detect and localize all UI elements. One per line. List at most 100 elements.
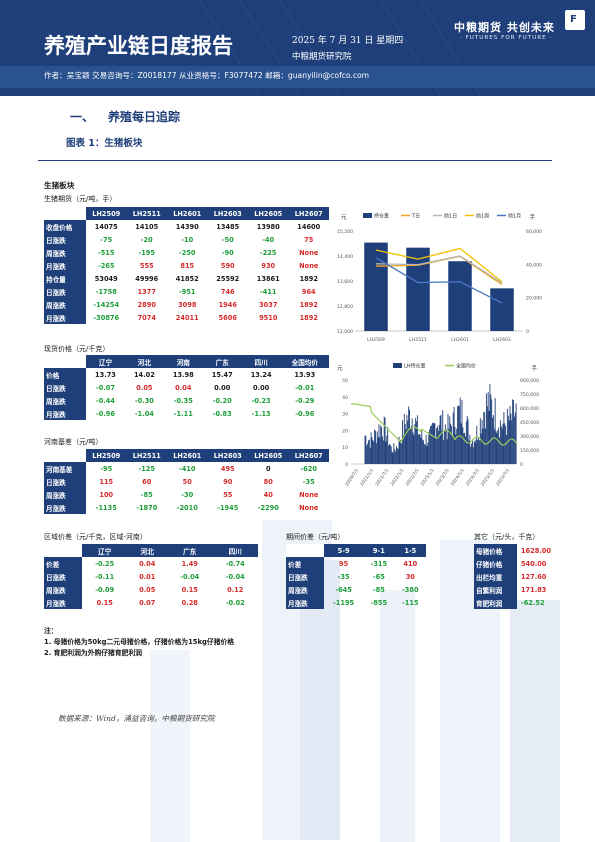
- logo-slogan: · FUTURES FOR FUTURE ·: [460, 35, 553, 41]
- x-tick-label: 2023/1/1: [419, 468, 435, 488]
- legend-label: 持仓量: [374, 213, 389, 220]
- row-label: 日涨跌: [44, 475, 86, 488]
- background-decoration: [150, 520, 560, 842]
- table-row: 持仓量 53049 49996 41852 25592 13861 1892: [44, 272, 329, 285]
- y2-tick-label: 0: [520, 462, 523, 468]
- table-cell: -1870: [136, 503, 158, 512]
- table-cell: -0.11: [95, 572, 115, 581]
- table-cell: 0.07: [139, 598, 156, 607]
- legend-label: T日: [411, 214, 420, 220]
- row-label: 育肥利润: [474, 596, 517, 609]
- table-cell: 0.15: [181, 585, 198, 594]
- table-cell: -0.02: [225, 598, 245, 607]
- table-row: 日涨跌 115 60 50 90 80 -35: [44, 475, 329, 488]
- section-title: 一、 养殖每日追踪: [70, 108, 180, 125]
- region-spread-title: 区域价差（元/千克，区域-河南）: [44, 533, 147, 541]
- column-header: LH2509: [86, 207, 127, 220]
- table-cell: -1.11: [173, 409, 193, 418]
- x-tick-label: 2024/7/1: [465, 468, 481, 488]
- column-header: 辽宁: [86, 355, 125, 368]
- figure-rule: [38, 160, 552, 161]
- table-cell: 55: [223, 490, 233, 499]
- header-corner: [44, 449, 86, 462]
- calendar-spread-body: 价差 95 -315 410 日涨跌 -35 -65 30 周涨跌 -645 -85 -380 月涨跌 -…: [286, 557, 426, 609]
- other-table-body: 母猪价格 1628.00 仔猪价格 540.00 出栏均重 127.60 自繁利润 171.8…: [474, 544, 552, 609]
- table-cell: 0: [265, 464, 271, 473]
- bar-LH2509: [364, 242, 388, 331]
- table-cell: -50: [221, 235, 234, 244]
- futures-table: LH2509 LH2511 LH2601 LH2603 LH2605 LH2607 收盘价…: [44, 207, 329, 324]
- spot-table-header: 辽宁 河北 河南 广东 四川 全国均价: [44, 355, 329, 368]
- y-tick-label: 13,600: [337, 279, 353, 285]
- x-tick-label: 2022/7/1: [404, 468, 420, 488]
- column-header: LH2607: [288, 207, 329, 220]
- table-cell: -0.20: [212, 396, 232, 405]
- price-line: [350, 402, 518, 446]
- table-row: 日涨跌 -1758 1377 -951 746 -411 964: [44, 285, 329, 298]
- row-label: 日涨跌: [44, 233, 86, 246]
- x-tick-label: LH2601: [451, 337, 469, 343]
- table-cell: 50: [182, 477, 192, 486]
- table-cell: 53049: [94, 274, 118, 283]
- row-label: 周涨跌: [44, 583, 82, 596]
- table-cell: -65: [372, 572, 385, 581]
- table-cell: 9510: [259, 313, 278, 322]
- table-row: 月涨跌 -1135 -1870 -2010 -1945 -2290 None: [44, 501, 329, 514]
- table-cell: 127.60: [520, 572, 547, 581]
- table-row: 母猪价格 1628.00: [474, 544, 552, 557]
- table-cell: -1.13: [251, 409, 271, 418]
- table-cell: 14.02: [133, 370, 155, 379]
- row-label: 价格: [44, 368, 86, 381]
- table-cell: -30: [181, 490, 194, 499]
- y2-tick-label: 300,000: [520, 434, 539, 440]
- section-number: 一、: [70, 110, 95, 124]
- column-header: 全国均价: [280, 355, 329, 368]
- table-cell: 0.05: [136, 383, 153, 392]
- column-header: LH2601: [167, 207, 208, 220]
- table-row: 日涨跌 -0.11 0.01 -0.04 -0.04: [44, 570, 258, 583]
- table-cell: 60: [142, 477, 152, 486]
- header-corner: [44, 355, 86, 368]
- table-cell: 746: [220, 287, 235, 296]
- table-row: 月涨跌 0.15 0.07 0.28 -0.02: [44, 596, 258, 609]
- row-label: 周涨跌: [44, 488, 86, 501]
- table-cell: -2010: [176, 503, 198, 512]
- report-org: 中粮期货研究院: [292, 52, 352, 62]
- section-title-text: 养殖每日追踪: [108, 110, 181, 124]
- table-cell: -75: [100, 235, 113, 244]
- table-cell: 25592: [216, 274, 240, 283]
- table-cell: None: [299, 261, 319, 270]
- table-cell: -0.29: [295, 396, 315, 405]
- table-cell: 495: [220, 464, 235, 473]
- y2-tick-label: 40,000: [526, 262, 542, 268]
- table-cell: 13.24: [250, 370, 272, 379]
- table-cell: 24011: [175, 313, 199, 322]
- x-tick-label: 2025/7/1: [495, 468, 511, 488]
- table-row: 周涨跌 -14254 2890 3098 1946 3037 1892: [44, 298, 329, 311]
- row-label: 河南基差: [44, 462, 86, 475]
- table-row: 月涨跌 -265 555 815 590 930 None: [44, 259, 329, 272]
- table-cell: 3037: [259, 300, 278, 309]
- column-header: 广东: [202, 355, 242, 368]
- table-row: 价差 -0.25 0.04 1.49 -0.74: [44, 557, 258, 570]
- table-cell: 0.28: [181, 598, 198, 607]
- legend-label: 前1月: [508, 213, 521, 220]
- table-cell: None: [299, 490, 319, 499]
- table-cell: 14390: [175, 222, 199, 231]
- y-tick-label: 15,200: [337, 229, 353, 235]
- table-row: 日涨跌 -0.07 0.05 0.04 0.00 0.00 -0.01: [44, 381, 329, 394]
- table-cell: 2890: [137, 300, 156, 309]
- legend-swatch: [363, 213, 372, 218]
- row-label: 日涨跌: [44, 381, 86, 394]
- table-cell: -265: [97, 261, 115, 270]
- table-row: 河南基差 -95 -125 -410 495 0 -620: [44, 462, 329, 475]
- right-axis-unit: 手: [531, 364, 537, 372]
- table-cell: 15.47: [211, 370, 233, 379]
- y2-tick-label: 0: [526, 329, 529, 335]
- table-cell: 100: [99, 490, 114, 499]
- table-cell: -10: [181, 235, 194, 244]
- column-header: 1-5: [394, 544, 426, 557]
- table-cell: -30876: [93, 313, 120, 322]
- legend-label: LH持仓量: [404, 363, 426, 370]
- futures-chart: 元 手 持仓量 T日 前1日 前1周 前1月 12,000 12,800 13,600 14,400…: [337, 213, 542, 344]
